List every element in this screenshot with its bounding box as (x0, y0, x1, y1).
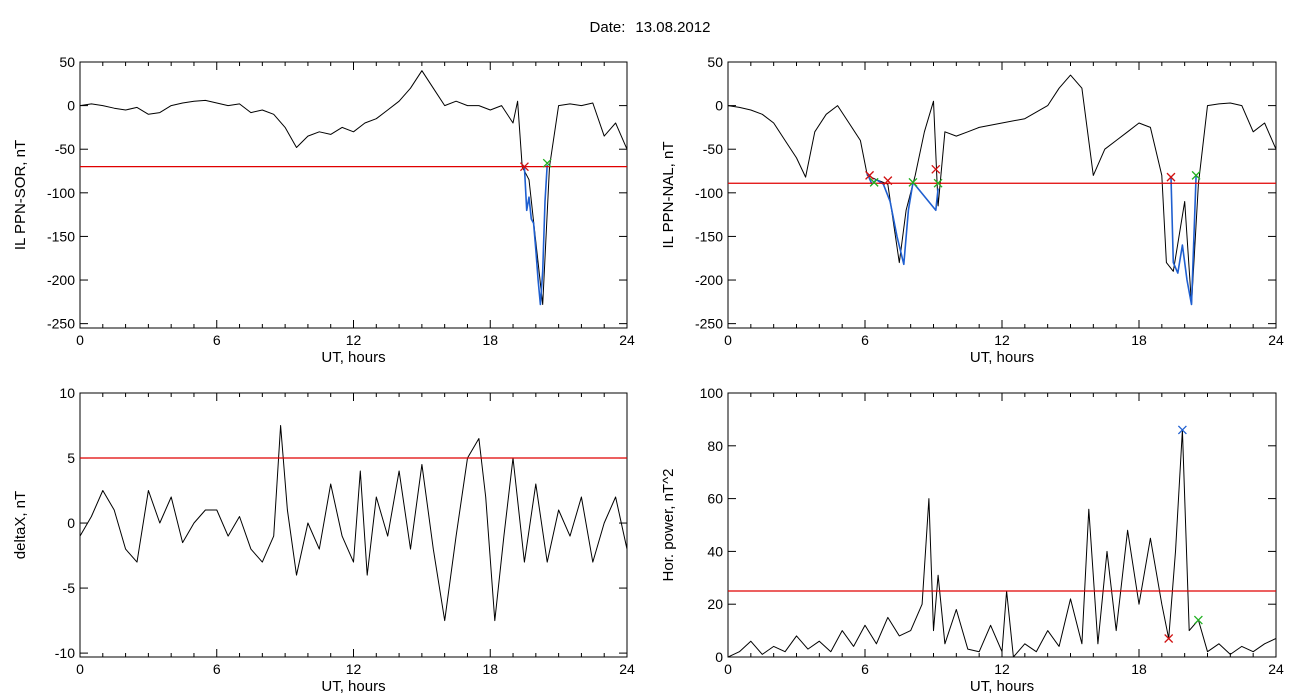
x-tick-label: 6 (861, 332, 869, 348)
x-tick-label: 24 (1268, 661, 1284, 677)
y-tick-label: 60 (707, 491, 723, 507)
start-marker (865, 170, 875, 180)
event-segment (1170, 175, 1197, 306)
y-tick-label: 50 (707, 54, 723, 70)
date-label: Date: (589, 19, 626, 36)
y-tick-label: -10 (55, 645, 75, 661)
end-marker (1193, 615, 1203, 625)
chart-il-sor: 0 6 12 18 24 50 0 -50 -100 -150 -200 -250 UT, hours I… (12, 54, 635, 366)
y-tick-label: 5 (67, 450, 75, 466)
x-tick-label: 6 (213, 332, 221, 348)
x-tick-label: 12 (346, 332, 362, 348)
x-axis-label: UT, hours (321, 349, 385, 366)
peak-marker (1177, 425, 1187, 435)
start-marker (519, 162, 529, 172)
x-axis-label: UT, hours (321, 678, 385, 695)
plot-frame (727, 392, 1277, 658)
x-tick-label: 12 (346, 661, 362, 677)
end-marker (869, 177, 879, 187)
y-tick-label: -200 (695, 272, 723, 288)
y-tick-label: 0 (67, 515, 75, 531)
y-tick-label: 20 (707, 596, 723, 612)
end-marker (933, 178, 943, 188)
series-trace (728, 429, 1276, 657)
x-tick-label: 0 (724, 332, 732, 348)
y-tick-label: 0 (67, 98, 75, 114)
y-tick-label: 0 (715, 649, 723, 665)
x-tick-label: 0 (76, 661, 84, 677)
y-tick-label: -150 (47, 228, 75, 244)
chart-il-nal: 0 6 12 18 24 50 0 -50 -100 -150 -200 -250 UT, hours I… (660, 54, 1284, 366)
start-marker (1166, 172, 1176, 182)
x-tick-label: 18 (1131, 661, 1147, 677)
start-marker (931, 164, 941, 174)
x-tick-label: 6 (861, 661, 869, 677)
y-tick-label: 100 (700, 385, 724, 401)
plot-frame (727, 61, 1277, 329)
x-tick-label: 12 (994, 661, 1010, 677)
y-tick-label: 80 (707, 438, 723, 454)
event-segment (866, 173, 939, 266)
x-tick-label: 12 (994, 332, 1010, 348)
y-tick-label: -5 (63, 580, 76, 596)
end-marker (542, 158, 552, 168)
y-axis-label: deltaX, nT (12, 491, 29, 559)
plot-area (80, 425, 627, 622)
y-tick-label: -150 (695, 228, 723, 244)
plot-area (728, 74, 1276, 306)
x-tick-label: 6 (213, 661, 221, 677)
y-axis-label: Hor. power, nT^2 (660, 469, 677, 582)
date-value: 13.08.2012 (635, 19, 711, 36)
end-marker (1191, 170, 1201, 180)
y-tick-label: -50 (55, 141, 75, 157)
y-tick-label: 0 (715, 98, 723, 114)
chart-hor-power: 0 6 12 18 24 0 20 40 60 80 100 UT, hours Hor. power,… (660, 385, 1284, 695)
start-marker (1164, 634, 1174, 643)
x-tick-label: 24 (619, 661, 635, 677)
x-tick-label: 24 (1268, 332, 1284, 348)
y-axis-label: IL PPN-SOR, nT (12, 140, 29, 250)
x-axis-label: UT, hours (970, 678, 1034, 695)
y-tick-label: -250 (47, 316, 75, 332)
y-tick-label: -200 (47, 272, 75, 288)
event-segment (523, 164, 548, 306)
y-axis-label: IL PPN-NAL, nT (660, 142, 677, 249)
x-axis-label: UT, hours (970, 349, 1034, 366)
x-tick-label: 24 (619, 332, 635, 348)
y-tick-label: -100 (695, 185, 723, 201)
series-trace (80, 425, 627, 622)
figure-date: Date: 13.08.2012 (0, 19, 1300, 36)
chart-delta-x: 0 6 12 18 24 10 5 0 -5 -10 UT, hours deltaX, nT (12, 385, 635, 695)
plot-area (728, 425, 1276, 657)
y-tick-label: 40 (707, 543, 723, 559)
series-trace (80, 70, 627, 305)
x-tick-label: 18 (482, 332, 498, 348)
y-tick-label: 50 (59, 54, 75, 70)
start-marker (883, 176, 893, 186)
x-tick-label: 0 (76, 332, 84, 348)
x-tick-label: 0 (724, 661, 732, 677)
y-tick-label: -50 (703, 141, 723, 157)
x-tick-label: 18 (482, 661, 498, 677)
y-tick-label: -100 (47, 185, 75, 201)
plot-area (80, 70, 627, 306)
x-tick-label: 18 (1131, 332, 1147, 348)
y-tick-label: 10 (59, 385, 75, 401)
plot-frame (79, 392, 628, 658)
end-marker (908, 177, 918, 187)
y-tick-label: -250 (695, 316, 723, 332)
series-trace (728, 74, 1276, 305)
